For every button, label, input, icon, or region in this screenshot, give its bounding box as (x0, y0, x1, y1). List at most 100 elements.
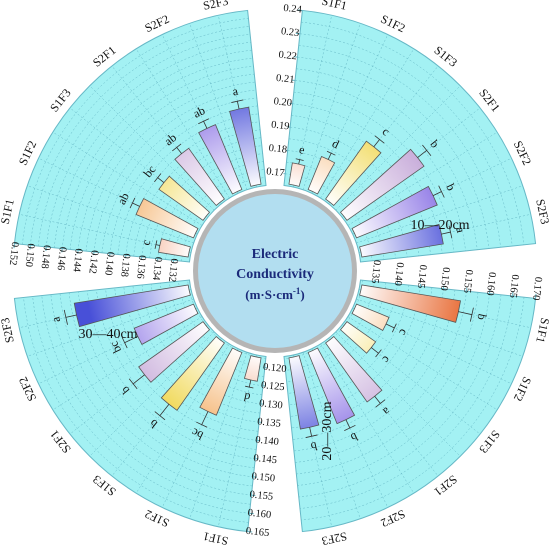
grid-circle (41, 295, 251, 505)
error-cap (198, 118, 210, 125)
error-bar (458, 311, 473, 316)
grid-circle (23, 297, 249, 523)
bar-s2f1 (325, 335, 383, 403)
tick-label: 0.148 (39, 244, 52, 269)
grid-radial (335, 85, 461, 211)
error-cap (326, 150, 336, 156)
error-bar (432, 191, 442, 196)
error-cap (469, 307, 474, 322)
tick-label: 0.135 (369, 259, 382, 284)
grid-radial (52, 131, 203, 226)
grid-circle (149, 145, 262, 258)
tick-label: 0.155 (249, 489, 274, 502)
tick-label: 0.17 (266, 166, 285, 179)
grid-circle (160, 283, 263, 386)
error-cap (344, 424, 356, 431)
grid-circle (297, 293, 490, 486)
depth-label: 20—30cm (320, 401, 335, 460)
treatment-label: S2F3 (320, 529, 348, 548)
tick-label: 0.130 (259, 398, 284, 411)
grid-circle (286, 161, 385, 260)
significance-letter: bc (107, 339, 125, 355)
grid-circle (295, 80, 466, 251)
treatment-label: S2F2 (142, 12, 171, 36)
tick-label: 0.160 (247, 508, 272, 521)
significance-letter: a (48, 315, 63, 324)
grid-circle (117, 113, 259, 255)
error-bar (371, 347, 379, 354)
panel-1: 0.135 0.140 0.145 0.150 0.155 0.160 0.165 0.170… (283, 218, 550, 548)
grid-circle (101, 97, 257, 253)
tick-label: 0.18 (268, 143, 287, 156)
tick-label: 0.150 (251, 471, 276, 484)
bar-s1f3 (160, 335, 225, 411)
error-cap (305, 434, 318, 438)
grid-radial (356, 185, 523, 244)
grid-circle (291, 287, 433, 429)
grid-circle (46, 42, 251, 247)
center-hub: Electric Conductivity (m·S·cm-1) (193, 189, 357, 353)
depth-label: 30—40cm (78, 327, 137, 342)
grid-circle (299, 295, 513, 509)
significance-letter: bc (189, 425, 205, 443)
significance-letter: a (231, 84, 240, 99)
bar-s1f2 (351, 303, 390, 331)
grid-radial (347, 316, 498, 411)
error-cap (422, 144, 432, 156)
bar-s2f2 (351, 185, 438, 239)
grid-circle (133, 129, 261, 257)
tick-label: 0.142 (86, 250, 99, 275)
error-cap (128, 378, 138, 390)
grid-circle (290, 286, 421, 417)
center-disc (198, 194, 352, 348)
significance-letter: b (443, 181, 458, 192)
grid-radial (356, 298, 523, 357)
error-cap (154, 240, 158, 249)
treatment-label: S1F1 (320, 0, 348, 13)
treatment-label: S2F3 (533, 198, 550, 226)
grid-circle (301, 21, 525, 245)
significance-letter: ab (191, 103, 207, 121)
error-bar (327, 152, 332, 160)
treatment-label: S1F2 (16, 138, 40, 167)
error-bar (385, 323, 395, 329)
grid-circle (289, 285, 410, 406)
error-cap (154, 411, 166, 421)
tick-label: 0.132 (166, 258, 179, 283)
grid-circle (295, 291, 467, 463)
significance-letter: d (330, 136, 341, 151)
bar-s1f2 (307, 156, 336, 195)
treatment-label: S2F2 (16, 375, 40, 404)
tick-label: 0.140 (392, 262, 405, 287)
grid-circle (114, 287, 259, 432)
treatment-label: S1F1 (533, 316, 550, 344)
error-bar (373, 139, 380, 148)
grid-radial (189, 352, 248, 519)
grid-circle (59, 293, 253, 487)
grid-circle (85, 81, 256, 252)
grid-circle (301, 297, 525, 521)
center-label-line1: Electric (252, 247, 299, 262)
error-cap (375, 399, 386, 408)
grid-circle (105, 288, 258, 441)
tick-label: 0.165 (245, 526, 270, 539)
tick-label: 0.160 (484, 271, 497, 296)
grid-circle (141, 137, 262, 258)
error-cap (121, 337, 128, 349)
error-cap (375, 349, 382, 358)
tick-label: 0.20 (273, 96, 292, 109)
treatment-label: S1F1 (202, 529, 230, 548)
significance-letter: a (453, 226, 468, 235)
grid-radial (135, 343, 230, 494)
bar-s1f2 (199, 347, 243, 416)
bar-s2f2 (198, 124, 243, 195)
tick-label: 0.24 (283, 3, 303, 16)
grid-circle (293, 289, 456, 452)
grid-radial (52, 316, 203, 411)
tick-label: 0.21 (275, 73, 294, 86)
bar-s1f3 (158, 175, 211, 221)
bar-s1f1 (288, 162, 306, 187)
bar-s1f3 (339, 321, 377, 354)
bar-s1f1 (359, 284, 461, 323)
